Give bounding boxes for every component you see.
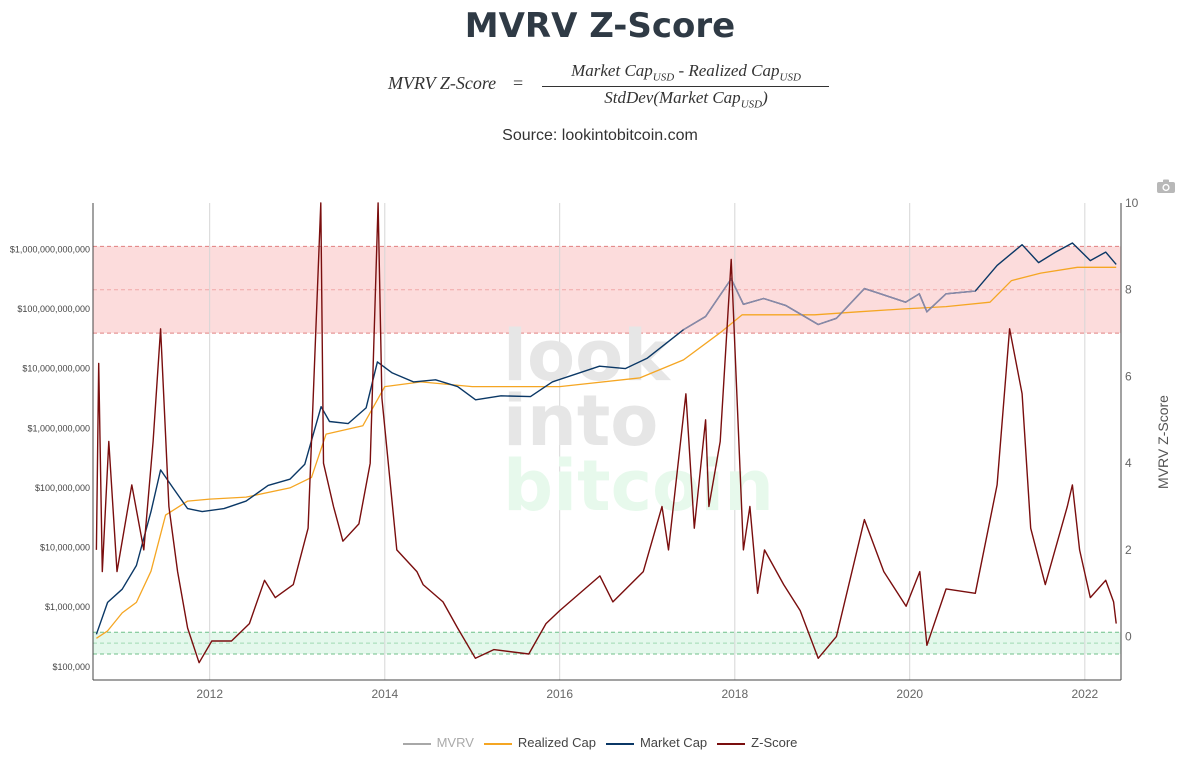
y-left-tick-6: $100,000,000,000 — [17, 304, 90, 314]
formula-num-a-sub: USD — [652, 71, 675, 84]
x-tick-2020: 2020 — [896, 687, 923, 701]
y-left-tick-1: $1,000,000 — [45, 602, 90, 612]
x-tick-2018: 2018 — [721, 687, 748, 701]
y-left-tick-0: $100,000 — [52, 662, 90, 672]
y-right-tick-0: 0 — [1125, 630, 1132, 644]
legend-label: MVRV — [436, 735, 474, 751]
y-right-tick-10: 10 — [1125, 196, 1139, 210]
x-gridlines — [209, 203, 1086, 680]
legend-swatch — [717, 742, 746, 745]
formula: MVRV Z-Score = Market CapUSD - Realized … — [0, 60, 1200, 114]
formula-den-a: StdDev(Market Cap — [604, 88, 741, 107]
y-left-tick-7: $1,000,000,000,000 — [10, 244, 90, 254]
legend-swatch — [483, 742, 512, 745]
y-right-tick-8: 8 — [1125, 283, 1132, 297]
legend-swatch — [402, 742, 431, 745]
right-axis-title: MVRV Z-Score — [1155, 395, 1171, 489]
formula-equals: = — [513, 73, 524, 93]
source-credit: Source: lookintobitcoin.com — [502, 127, 698, 144]
x-tick-2016: 2016 — [546, 687, 573, 701]
y-right-tick-4: 4 — [1125, 456, 1132, 470]
series-market-cap-overlay — [683, 277, 976, 331]
legend-label: Realized Cap — [517, 735, 596, 751]
series-z-score — [95, 202, 1117, 664]
formula-den-close: ) — [762, 88, 768, 107]
x-tick-2014: 2014 — [371, 687, 398, 701]
formula-num-a: Market Cap — [571, 61, 653, 80]
formula-num-b-sub: USD — [779, 71, 801, 84]
x-tick-2022: 2022 — [1071, 687, 1098, 701]
watermark: look into bitcoin — [503, 315, 774, 527]
legend-item-realized-cap[interactable]: Realized Cap — [483, 735, 596, 751]
legend-swatch — [605, 742, 634, 745]
watermark-into: into — [503, 380, 658, 462]
zone-bands — [93, 245, 1121, 655]
formula-fraction-bar — [542, 86, 829, 87]
formula-den-sub: USD — [740, 98, 763, 111]
legend-item-market-cap[interactable]: Market Cap — [605, 735, 708, 751]
formula-num-b: Realized Cap — [688, 61, 780, 80]
formula-denominator: StdDev(Market CapUSD) — [536, 88, 836, 110]
chart-title: MVRV Z-Score — [464, 6, 736, 46]
y-left-tick-2: $10,000,000 — [40, 543, 90, 553]
y-right-tick-6: 6 — [1125, 369, 1132, 383]
y-left-tick-5: $10,000,000,000 — [22, 364, 90, 374]
watermark-bitcoin: bitcoin — [503, 445, 774, 527]
legend-label: Z-Score — [751, 735, 798, 751]
legend-label: Market Cap — [639, 735, 708, 751]
series-lines — [95, 202, 1117, 664]
y-right-tick-2: 2 — [1125, 543, 1132, 557]
axes: 2012 2014 2016 2018 2020 2022 $100,000 $1,000,0… — [10, 196, 1139, 701]
legend-item-mvrv[interactable]: MVRV — [402, 735, 474, 751]
legend-item-z-score[interactable]: Z-Score — [717, 735, 797, 750]
y-left-tick-4: $1,000,000,000 — [27, 423, 90, 433]
legend: MVRV Realized Cap Market Cap Z-Score — [0, 734, 1200, 750]
y-left-tick-3: $100,000,000 — [35, 483, 90, 493]
series-realized-cap — [96, 266, 1117, 639]
formula-numerator: Market CapUSD - Realized CapUSD — [536, 61, 836, 83]
x-tick-2012: 2012 — [196, 687, 223, 701]
formula-lhs: MVRV Z-Score — [388, 73, 497, 93]
formula-num-sep: - — [674, 61, 689, 80]
camera-icon[interactable] — [1157, 179, 1175, 193]
